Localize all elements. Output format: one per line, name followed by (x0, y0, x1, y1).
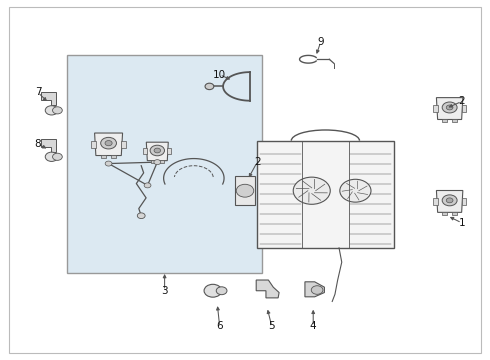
Bar (143, 148, 147, 154)
Circle shape (105, 140, 112, 146)
Circle shape (446, 105, 453, 110)
Bar (167, 148, 171, 154)
Circle shape (154, 159, 161, 165)
Bar (92, 141, 96, 148)
Bar (434, 198, 438, 205)
Bar (452, 119, 457, 122)
Text: 1: 1 (459, 218, 465, 228)
Bar (67, 55, 262, 273)
Text: 8: 8 (35, 139, 41, 149)
Polygon shape (256, 280, 279, 298)
Text: 3: 3 (161, 286, 168, 296)
Polygon shape (147, 142, 168, 161)
Circle shape (311, 286, 323, 294)
Bar (462, 105, 466, 112)
Bar (434, 105, 438, 112)
Circle shape (52, 107, 62, 114)
Text: 5: 5 (269, 321, 275, 332)
Circle shape (442, 102, 457, 113)
Circle shape (236, 184, 254, 197)
Circle shape (45, 106, 58, 115)
Circle shape (52, 153, 62, 160)
Circle shape (144, 183, 151, 188)
Text: 6: 6 (217, 321, 223, 332)
Text: 2: 2 (459, 96, 465, 107)
Circle shape (105, 161, 112, 166)
Polygon shape (41, 139, 56, 152)
Text: 9: 9 (317, 37, 324, 48)
Bar (452, 212, 457, 215)
Text: 10: 10 (213, 69, 226, 80)
Polygon shape (95, 133, 122, 156)
Circle shape (442, 195, 457, 206)
Polygon shape (235, 176, 255, 205)
Polygon shape (437, 98, 463, 120)
Bar (151, 160, 156, 163)
Text: 7: 7 (35, 87, 41, 98)
Bar (462, 198, 466, 205)
Text: 2: 2 (254, 157, 261, 167)
Circle shape (154, 148, 161, 153)
Circle shape (45, 152, 58, 161)
Circle shape (446, 198, 453, 203)
Circle shape (204, 284, 221, 297)
Polygon shape (41, 93, 56, 105)
Circle shape (137, 213, 145, 219)
Bar (122, 141, 125, 148)
Circle shape (150, 145, 165, 156)
Bar (257, 141, 393, 248)
Bar (159, 160, 164, 163)
Circle shape (205, 83, 214, 90)
Bar (442, 212, 447, 215)
Bar (101, 155, 106, 158)
Circle shape (340, 179, 371, 202)
Polygon shape (305, 282, 324, 297)
Circle shape (293, 177, 330, 204)
Bar (111, 155, 116, 158)
Circle shape (100, 138, 117, 149)
Circle shape (216, 287, 227, 295)
Polygon shape (437, 190, 463, 212)
Bar (442, 119, 447, 122)
Text: 4: 4 (310, 321, 317, 332)
